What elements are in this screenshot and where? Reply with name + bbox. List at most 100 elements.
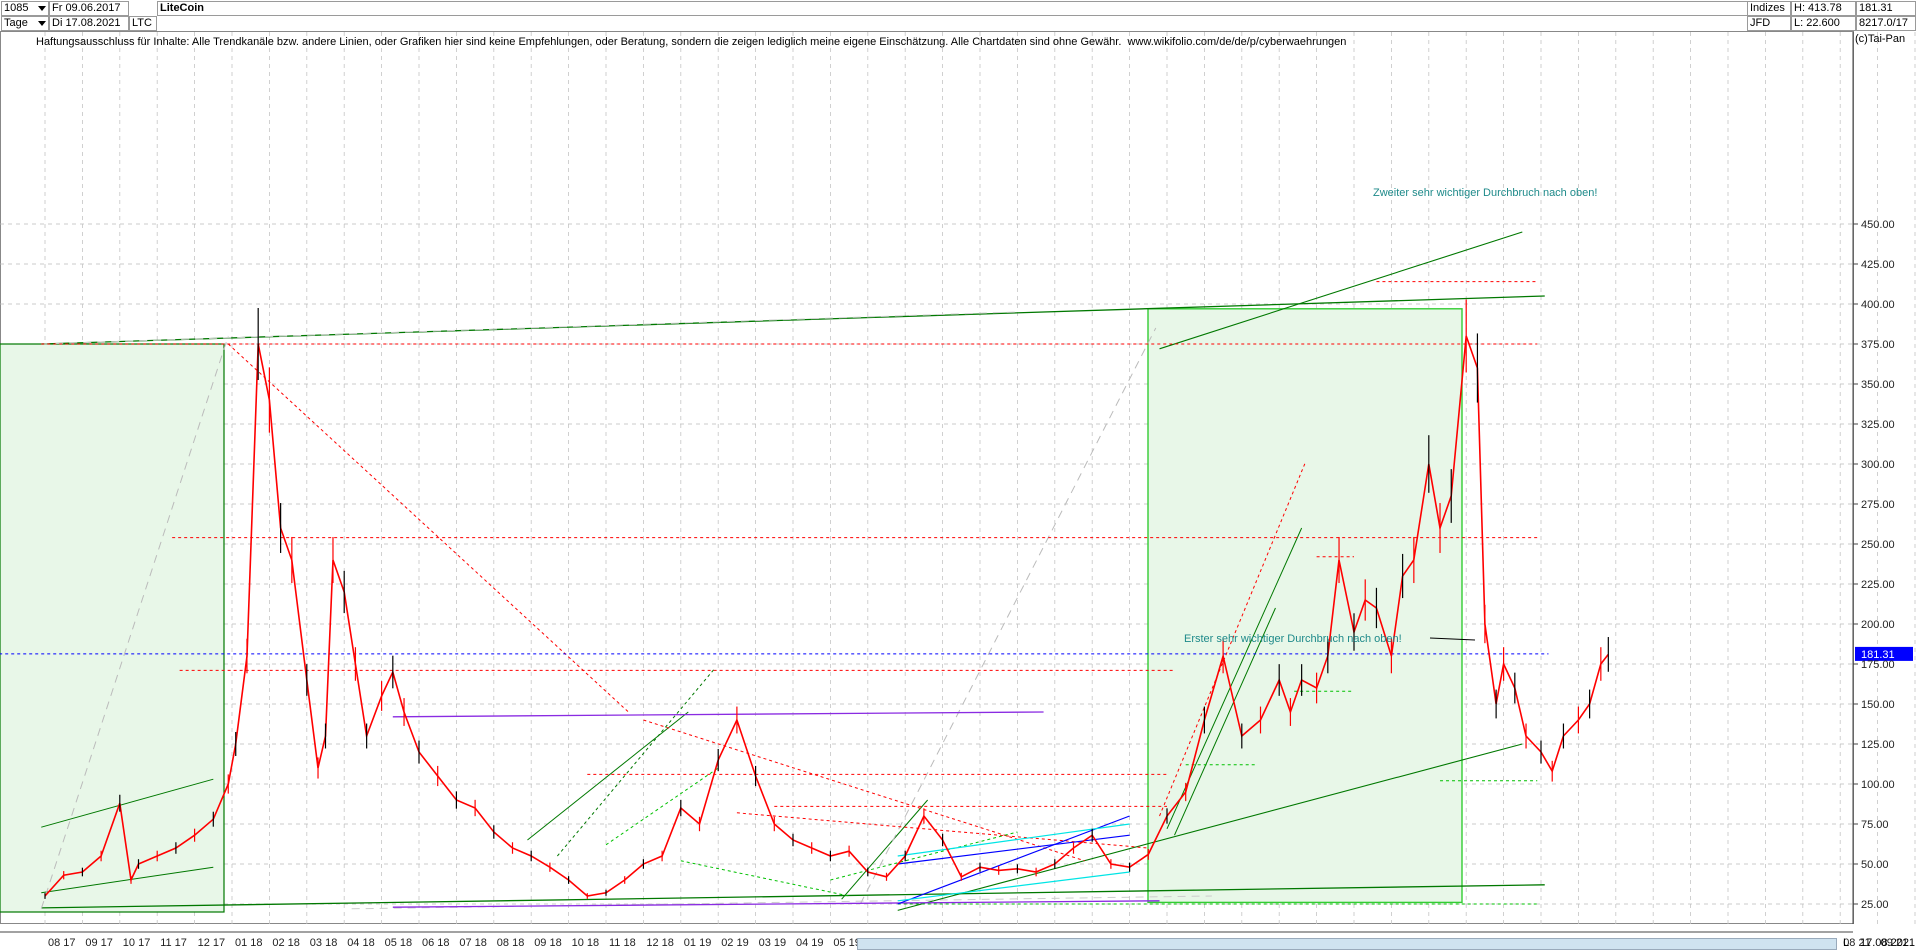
y-tick-label: 425.00	[1861, 259, 1895, 271]
channel-2019-top	[527, 711, 689, 841]
date-to[interactable]: Di 17.08.2021	[49, 16, 129, 31]
y-tick-label: 275.00	[1861, 499, 1895, 511]
disclaimer-text: Haftungsausschluss für Inhalte: Alle Tre…	[36, 36, 1347, 48]
cyan-channel-bottom	[897, 871, 1130, 902]
y-tick-label: 375.00	[1861, 339, 1895, 351]
channel-2021-bottom	[1174, 607, 1276, 836]
x-tick-label: 05 19	[833, 937, 861, 949]
gray-diagonal-3	[859, 327, 1157, 905]
time-scrollbar[interactable]	[857, 938, 1837, 950]
x-tick-label: 08 21	[1843, 937, 1871, 949]
period-select[interactable]: 1085	[1, 1, 49, 16]
channel-2019-dash	[556, 668, 715, 857]
low-label: L: 22.600	[1794, 17, 1840, 29]
y-tick-label: 350.00	[1861, 379, 1895, 391]
y-tick-label: 125.00	[1861, 739, 1895, 751]
y-tick-label: 75.00	[1861, 819, 1889, 831]
y-tick-label: 400.00	[1861, 299, 1895, 311]
y-tick-label: 450.00	[1861, 219, 1895, 231]
trend-lines	[0, 231, 1549, 911]
low-box: L: 22.600	[1791, 16, 1856, 31]
x-tick-label: 01 18	[235, 937, 263, 949]
x-tick-label: 03 19	[759, 937, 787, 949]
x-tick-label: 09 17	[85, 937, 113, 949]
x-tick-label: 09 21	[1881, 937, 1909, 949]
source-box: JFD	[1747, 16, 1791, 31]
gray-diagonal-2	[41, 311, 1018, 345]
price-series	[44, 299, 1609, 899]
x-tick-label: 11 18	[609, 937, 636, 949]
channel-2017-bottom	[41, 866, 214, 894]
x-tick-label: 02 18	[272, 937, 300, 949]
x-tick-label: 07 18	[459, 937, 487, 949]
cyan-channel-top	[897, 823, 1130, 857]
gray-diagonal-1	[40, 335, 229, 909]
trendline-upper-channel	[1159, 231, 1523, 350]
period-value: 1085	[4, 2, 29, 14]
x-tick-label: 12 18	[646, 937, 674, 949]
high-box: H: 413.78	[1791, 1, 1856, 16]
red-diagonal-1	[227, 343, 629, 713]
x-tick-label: 02 19	[721, 937, 749, 949]
symbol-code: LTC	[129, 16, 157, 31]
end-date-label: 17.08.2021	[1860, 937, 1916, 949]
indizes-label: Indizes	[1750, 2, 1785, 14]
x-tick-label: 03 18	[310, 937, 338, 949]
volume-box: 8217.0/17	[1856, 16, 1916, 31]
price-axis: 25.00 50.00 75.00 100.00 125.00 150.00 175.00 2…	[1852, 32, 1895, 924]
y-tick-label: 200.00	[1861, 619, 1895, 631]
purple-line-top	[392, 711, 1044, 718]
zone-2017	[0, 343, 225, 913]
date-from-label: Fr 09.06.2017	[52, 2, 121, 14]
annotation-first-breakout: Erster sehr wichtiger Durchbruch nach ob…	[1184, 633, 1402, 645]
red-diagonal-2	[643, 719, 1085, 862]
x-tick-label: 08 18	[497, 937, 525, 949]
date-from[interactable]: Fr 09.06.2017	[49, 1, 129, 16]
chevron-down-icon	[38, 21, 46, 26]
scroll-label: L	[1843, 937, 1850, 949]
indizes-box[interactable]: Indizes	[1747, 1, 1791, 16]
chart-annotations: 181.31 Erster sehr wichtiger Durchbruch n…	[1184, 187, 1913, 661]
volume-label: 8217.0/17	[1859, 17, 1908, 29]
chevron-down-icon	[38, 6, 46, 11]
current-price-tag	[1855, 646, 1913, 661]
blue-channel-top	[897, 815, 1130, 905]
x-tick-label: 11 17	[160, 937, 187, 949]
y-tick-label: 300.00	[1861, 459, 1895, 471]
x-tick-label: 05 18	[385, 937, 413, 949]
y-tick-label: 50.00	[1861, 859, 1889, 871]
y-tick-label: 250.00	[1861, 539, 1895, 551]
last-value-box: 181.31	[1856, 1, 1916, 16]
source-label: JFD	[1750, 17, 1771, 29]
trendline-top	[41, 295, 1545, 345]
y-tick-label: 150.00	[1861, 699, 1895, 711]
x-tick-label: 01 19	[684, 937, 712, 949]
copyright-label: (c)Tai-Pan	[1855, 33, 1906, 45]
x-tick-label: 04 19	[796, 937, 824, 949]
trendline-bottom	[41, 884, 1545, 909]
chart-title: LiteCoin	[160, 2, 204, 14]
red-diagonal-3	[736, 812, 1149, 849]
symbol-code-label: LTC	[132, 17, 152, 29]
high-label: H: 413.78	[1794, 2, 1842, 14]
x-tick-label: 08 17	[48, 937, 76, 949]
channel-2020-top	[841, 799, 929, 900]
date-to-label: Di 17.08.2021	[52, 17, 121, 29]
channel-2017-top	[41, 778, 214, 828]
y-tick-label: 225.00	[1861, 579, 1895, 591]
green-dash-1	[605, 767, 719, 846]
purple-line-bottom	[392, 900, 1160, 908]
chart-title-box: LiteCoin	[157, 1, 1747, 16]
interval-select[interactable]: Tage	[1, 16, 49, 31]
y-tick-label: 25.00	[1861, 899, 1889, 911]
annotation-second-breakout: Zweiter sehr wichtiger Durchbruch nach o…	[1373, 187, 1597, 199]
x-tick-label: 09 18	[534, 937, 562, 949]
x-tick-label: 10 17	[123, 937, 151, 949]
current-price-tag-label: 181.31	[1861, 649, 1895, 661]
blue-channel-mid	[897, 834, 1130, 865]
y-tick-label: 175.00	[1861, 659, 1895, 671]
red-diagonal-4	[1159, 462, 1306, 817]
chart-grid	[0, 31, 1916, 924]
x-tick-label: 06 18	[422, 937, 450, 949]
